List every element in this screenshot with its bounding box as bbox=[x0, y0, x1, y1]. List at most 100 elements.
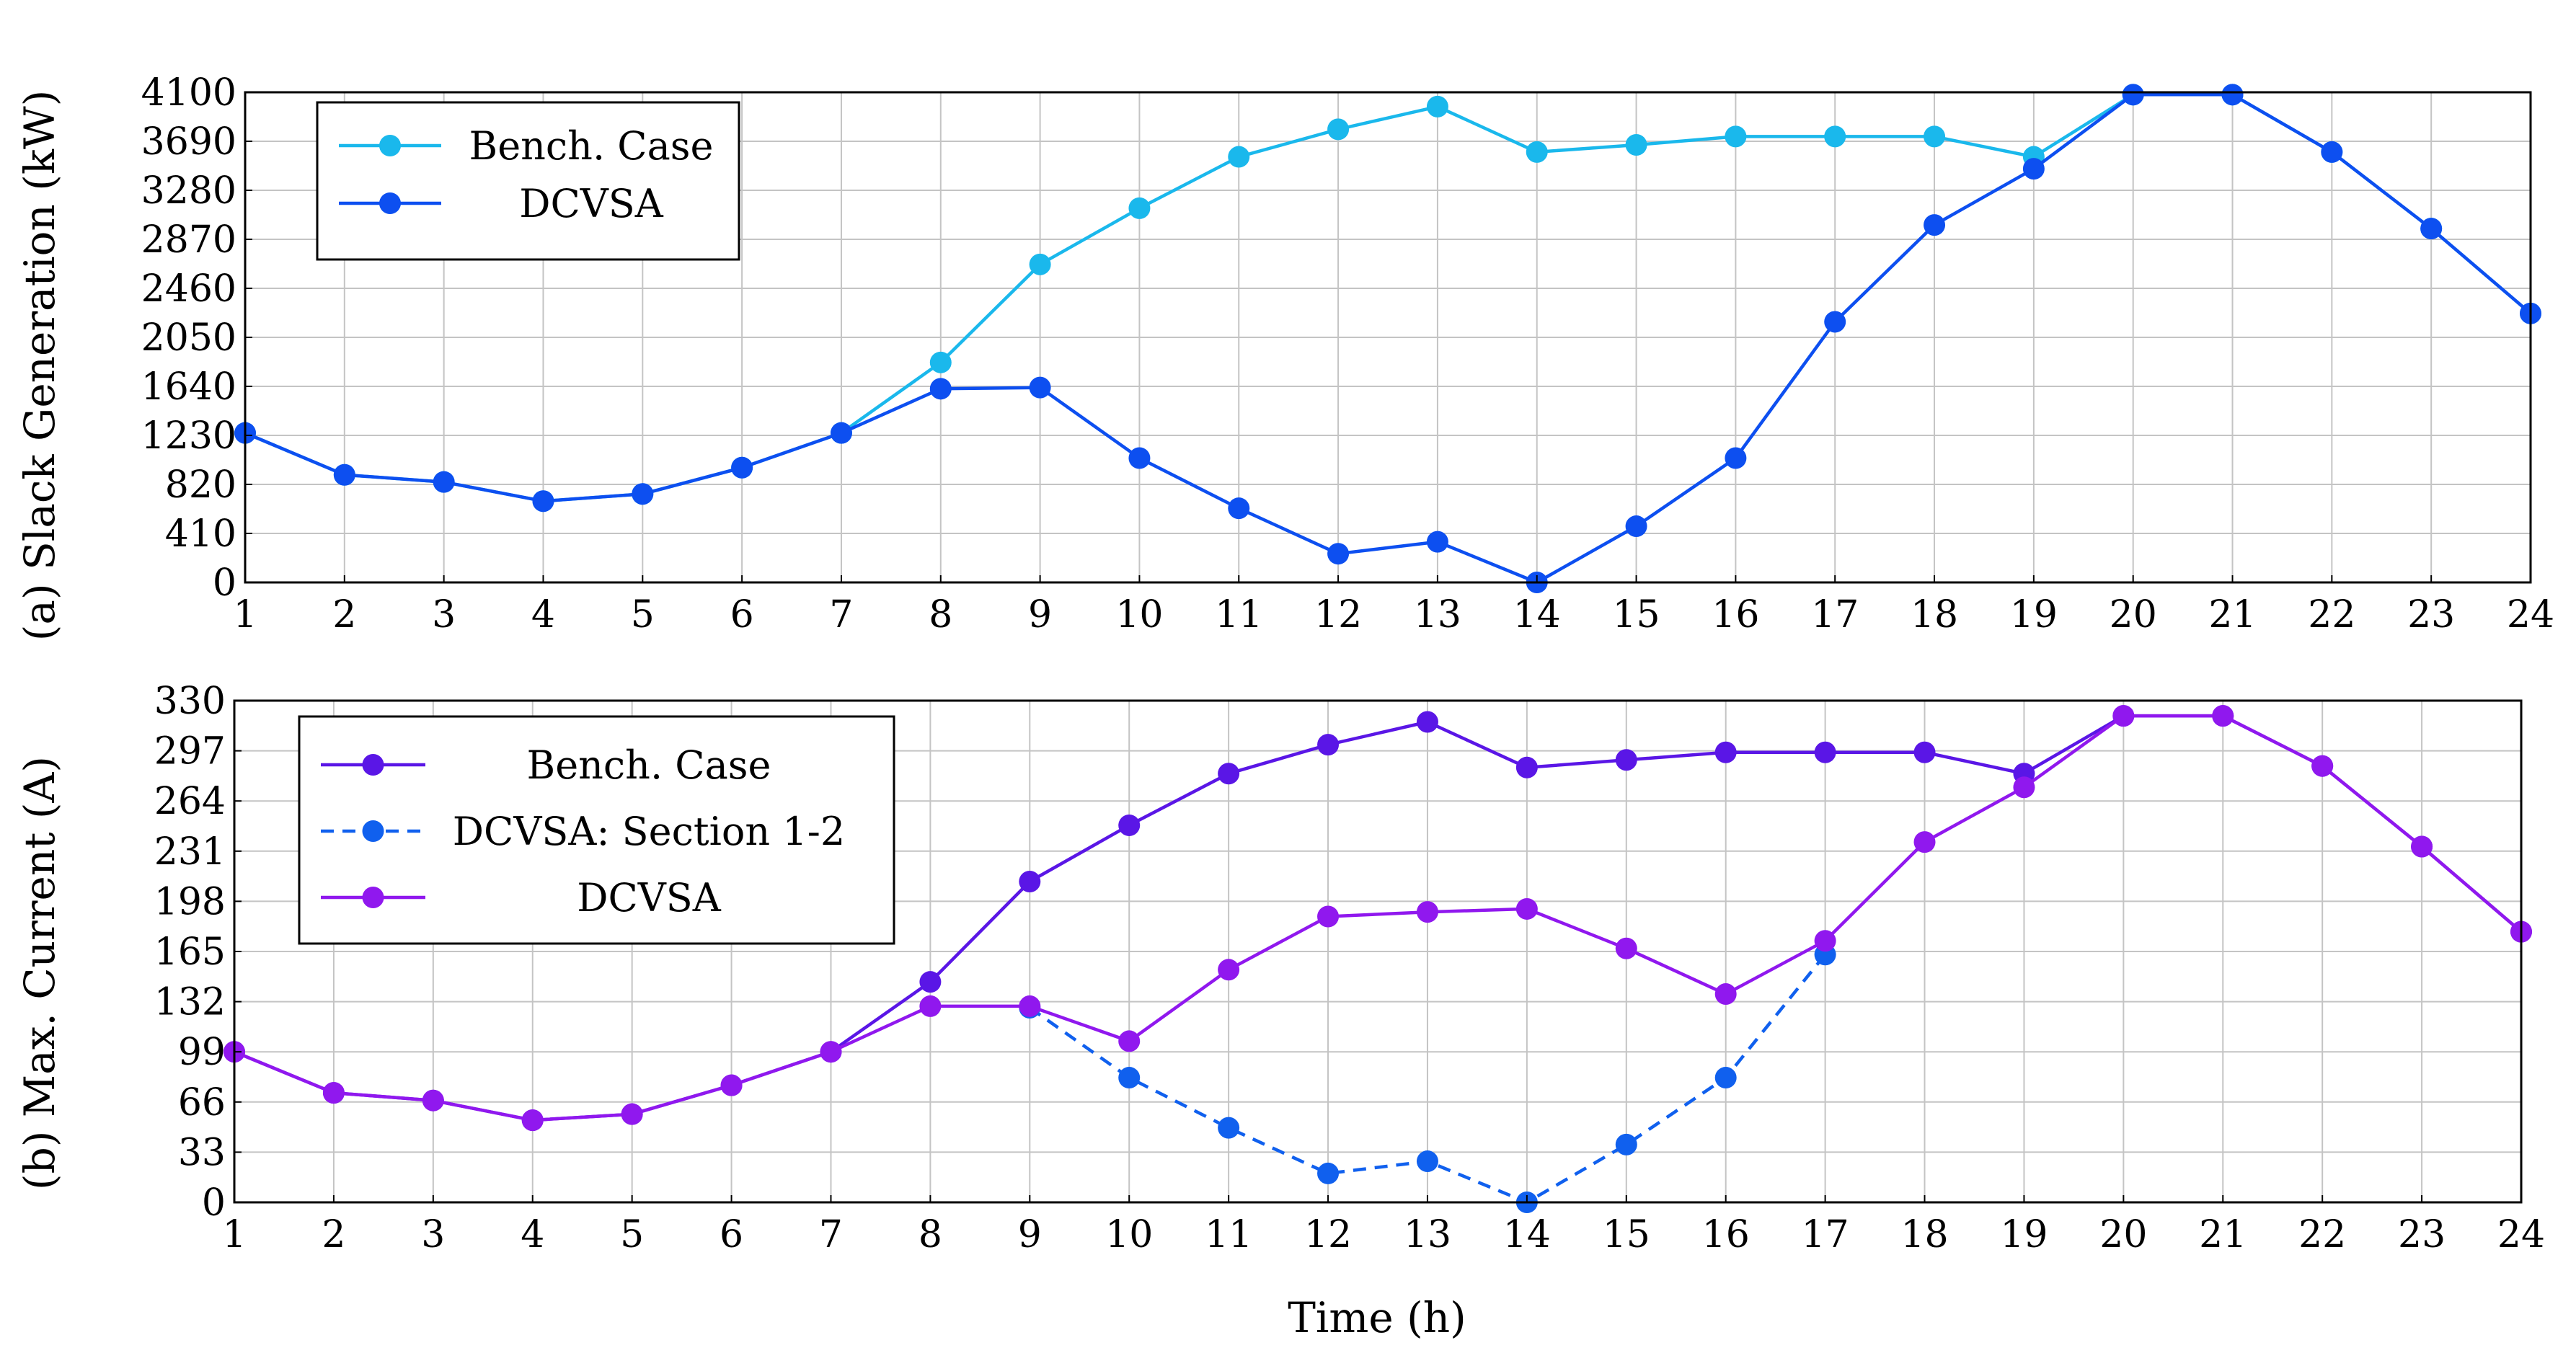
data-point bbox=[929, 378, 952, 400]
x-tick-label: 21 bbox=[2208, 593, 2256, 636]
panel-b-series bbox=[223, 705, 2532, 1213]
x-tick-label: 12 bbox=[1314, 593, 1362, 636]
data-point bbox=[1029, 376, 1051, 399]
y-tick-label: 99 bbox=[178, 1031, 226, 1074]
x-tick-label: 10 bbox=[1105, 1213, 1153, 1256]
y-tick-label: 2050 bbox=[141, 316, 236, 360]
legend-label: Bench. Case bbox=[527, 742, 771, 788]
y-tick-label: 820 bbox=[165, 463, 236, 507]
data-point bbox=[433, 471, 455, 493]
x-tick-label: 10 bbox=[1115, 593, 1163, 636]
data-point bbox=[1118, 1030, 1141, 1052]
data-point bbox=[621, 1103, 643, 1125]
x-tick-label: 21 bbox=[2199, 1213, 2247, 1256]
data-point bbox=[1218, 763, 1240, 785]
data-point bbox=[1824, 311, 1846, 333]
x-tick-label: 22 bbox=[2308, 593, 2355, 636]
x-tick-label: 16 bbox=[1712, 593, 1759, 636]
x-tick-label: 11 bbox=[1205, 1213, 1252, 1256]
data-point bbox=[1327, 543, 1350, 565]
x-tick-label: 13 bbox=[1414, 593, 1461, 636]
data-point bbox=[1526, 141, 1548, 163]
x-tick-label: 11 bbox=[1215, 593, 1262, 636]
data-point bbox=[1814, 741, 1836, 763]
x-tick-label: 23 bbox=[2407, 593, 2455, 636]
data-point bbox=[919, 971, 942, 993]
data-point bbox=[1416, 1150, 1438, 1173]
data-point bbox=[1924, 214, 1946, 236]
x-tick-label: 4 bbox=[521, 1213, 544, 1256]
x-tick-label: 5 bbox=[631, 593, 655, 636]
data-point bbox=[2311, 755, 2334, 777]
data-point bbox=[2420, 218, 2443, 240]
series-dcvsa bbox=[223, 705, 2532, 1132]
x-tick-label: 8 bbox=[929, 593, 952, 636]
data-point bbox=[1128, 197, 1151, 219]
y-tick-label: 3280 bbox=[141, 169, 236, 213]
x-tick-label: 15 bbox=[1612, 593, 1660, 636]
x-tick-label: 17 bbox=[1811, 593, 1859, 636]
data-point bbox=[731, 456, 753, 479]
data-point bbox=[1426, 531, 1448, 553]
x-tick-label: 24 bbox=[2497, 1213, 2545, 1256]
x-tick-label: 8 bbox=[919, 1213, 942, 1256]
data-point bbox=[1118, 814, 1141, 836]
data-point bbox=[1924, 125, 1946, 148]
data-point bbox=[1327, 118, 1350, 141]
data-point bbox=[1426, 95, 1448, 117]
data-point bbox=[1625, 515, 1647, 538]
data-point bbox=[422, 1089, 444, 1112]
data-point bbox=[2022, 158, 2045, 180]
data-point bbox=[1416, 711, 1438, 733]
x-tick-label: 13 bbox=[1404, 1213, 1451, 1256]
data-point bbox=[1714, 741, 1737, 763]
data-point bbox=[1913, 741, 1936, 763]
x-tick-label: 5 bbox=[620, 1213, 644, 1256]
data-point bbox=[1515, 897, 1538, 920]
series-line bbox=[244, 93, 2532, 585]
x-tick-label: 3 bbox=[432, 593, 456, 636]
panel-a-y-axis-label: (a) Slack Generation (kW) bbox=[15, 90, 64, 641]
data-point bbox=[1814, 930, 1836, 952]
legend-label: Bench. Case bbox=[469, 123, 714, 169]
y-tick-label: 165 bbox=[154, 931, 226, 974]
x-tick-label: 12 bbox=[1304, 1213, 1352, 1256]
x-tick-label: 20 bbox=[2099, 1213, 2147, 1256]
legend-marker bbox=[362, 820, 384, 842]
legend-label: DCVSA bbox=[577, 875, 722, 920]
data-point bbox=[1128, 447, 1151, 469]
data-point bbox=[1317, 905, 1340, 928]
data-point bbox=[1714, 1067, 1737, 1089]
y-tick-label: 198 bbox=[154, 880, 226, 923]
data-point bbox=[1714, 983, 1737, 1006]
data-point bbox=[521, 1109, 544, 1132]
panel-b-x-ticks: 1 2 3 4 5 6 7 8 9 10 11 12 13 14 15 16 17 18 19 20 21 22 23 24 bbox=[222, 1195, 2545, 1256]
panel-a-x-ticks: 1 2 3 4 5 6 7 8 9 10 11 12 13 14 15 16 17 18 19 20 21 22 23 24 bbox=[233, 575, 2554, 636]
data-point bbox=[322, 1082, 345, 1104]
data-point bbox=[919, 995, 942, 1017]
y-tick-label: 2870 bbox=[141, 218, 236, 262]
x-tick-label: 3 bbox=[421, 1213, 445, 1256]
panel-a-slack-generation: 041082012301640205024602870328036904100 … bbox=[15, 71, 2554, 641]
x-tick-label: 9 bbox=[1028, 593, 1052, 636]
y-tick-label: 1640 bbox=[141, 365, 236, 409]
data-point bbox=[830, 422, 852, 444]
x-axis-label: Time (h) bbox=[1288, 1293, 1466, 1342]
x-tick-label: 6 bbox=[720, 1213, 743, 1256]
data-point bbox=[1615, 749, 1637, 771]
panel-b-legend: Bench. Case DCVSA: Section 1-2 DCVSA bbox=[298, 715, 895, 945]
x-tick-label: 17 bbox=[1802, 1213, 1849, 1256]
legend-label: DCVSA bbox=[519, 181, 664, 226]
y-tick-label: 1230 bbox=[141, 414, 236, 458]
data-point bbox=[2013, 776, 2035, 799]
data-point bbox=[2221, 84, 2244, 106]
x-tick-label: 9 bbox=[1018, 1213, 1042, 1256]
y-tick-label: 231 bbox=[154, 830, 226, 874]
data-point bbox=[632, 483, 654, 505]
data-point bbox=[1725, 447, 1747, 469]
x-tick-label: 23 bbox=[2398, 1213, 2446, 1256]
data-point bbox=[1824, 125, 1846, 148]
data-point bbox=[1029, 253, 1051, 275]
y-tick-label: 33 bbox=[178, 1131, 226, 1174]
